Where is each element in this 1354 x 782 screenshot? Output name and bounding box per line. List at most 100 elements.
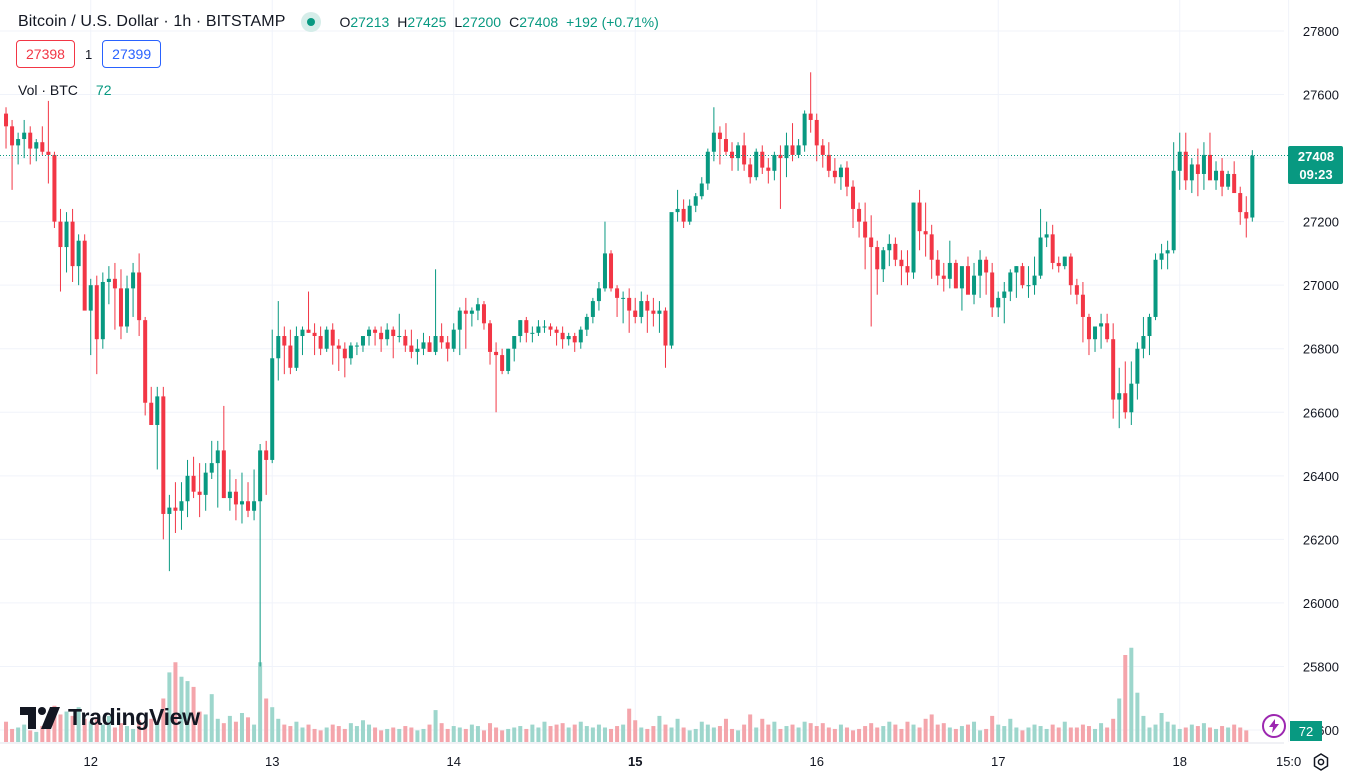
candle	[784, 132, 789, 178]
candle	[1183, 132, 1188, 190]
candle-body	[742, 145, 747, 165]
volume-bar	[814, 726, 819, 742]
candle	[282, 326, 287, 375]
candle-body	[137, 272, 142, 321]
candle-body	[415, 348, 420, 352]
candle-body	[1044, 234, 1049, 238]
candle-body	[481, 304, 486, 324]
high-value: 27425	[407, 14, 447, 30]
volume-legend[interactable]: Vol · BTC 72	[18, 82, 111, 98]
market-status-icon[interactable]	[301, 12, 322, 32]
candle-body	[1093, 326, 1098, 340]
candle-body	[149, 402, 154, 425]
volume-bar	[155, 721, 160, 742]
candle	[288, 329, 293, 375]
candle-body	[1099, 323, 1104, 327]
candle	[905, 250, 910, 286]
volume-bar	[784, 726, 789, 742]
close-label: C	[509, 14, 520, 30]
candle-body	[1171, 170, 1176, 251]
volume-bar	[1238, 727, 1243, 742]
candle-body	[494, 351, 499, 356]
low-value: 27200	[462, 14, 502, 30]
candle	[820, 139, 825, 168]
candle	[270, 329, 275, 464]
price-axis-label: 25800	[1303, 659, 1339, 674]
candle	[185, 459, 190, 518]
volume-bar	[506, 728, 511, 742]
price-axis-label: 26400	[1303, 469, 1339, 484]
candle	[869, 215, 874, 327]
candle	[1093, 326, 1098, 352]
candle-body	[796, 145, 801, 155]
candle	[149, 386, 154, 425]
lightning-icon[interactable]	[1262, 714, 1286, 738]
low-label: L	[454, 14, 463, 30]
candle-body	[106, 278, 111, 283]
candle	[475, 297, 480, 321]
candle	[609, 250, 614, 292]
buy-button[interactable]: 27399	[102, 40, 162, 68]
volume-bar	[935, 724, 940, 742]
volume-bar	[687, 730, 692, 742]
time-axis[interactable]: 12 13 14 15 16 17 18 15:0	[0, 742, 1301, 769]
candle-body	[360, 336, 365, 346]
volume-bar	[52, 705, 57, 742]
volume-bar	[40, 726, 45, 742]
grid-lines	[0, 0, 1290, 742]
candle	[88, 278, 93, 356]
candle	[46, 100, 51, 184]
price-axis[interactable]: 2780027600274002720027000268002660026400…	[1303, 24, 1339, 738]
candle-body	[929, 234, 934, 260]
candle-body	[46, 151, 51, 155]
candle	[203, 463, 208, 511]
volume-bar	[46, 723, 51, 742]
candle	[965, 256, 970, 295]
volume-bar	[1117, 698, 1122, 742]
candle	[131, 262, 136, 317]
symbol-title[interactable]: Bitcoin / U.S. Dollar · 1h · BITSTAMP	[18, 13, 286, 30]
price-change: +192 (+0.71%)	[566, 14, 659, 30]
volume-bar	[1189, 724, 1194, 742]
candle	[1099, 313, 1104, 349]
candle	[373, 326, 378, 346]
volume-bar	[1129, 647, 1134, 742]
candle-body	[312, 332, 317, 337]
volume-bar	[621, 724, 626, 742]
gear-icon[interactable]	[1310, 751, 1332, 773]
candle-body	[10, 126, 15, 146]
sell-button[interactable]: 27398	[16, 40, 75, 68]
candle	[857, 202, 862, 238]
candle-body	[778, 154, 783, 159]
candle-body	[82, 240, 87, 311]
candle-body	[488, 323, 493, 352]
candle-body	[475, 304, 480, 311]
candle	[832, 158, 837, 184]
candle	[161, 386, 166, 540]
candle-body	[16, 139, 21, 146]
candle	[899, 250, 904, 286]
candle	[802, 110, 807, 152]
candle	[348, 342, 353, 365]
tradingview-logo[interactable]: TradingView	[20, 704, 200, 731]
candle	[778, 145, 783, 209]
candle	[1032, 256, 1037, 295]
candle-body	[439, 336, 444, 343]
candle-body	[348, 345, 353, 359]
candle	[887, 234, 892, 267]
candle	[137, 253, 142, 337]
time-axis-label: 15:0	[1276, 754, 1301, 769]
candle	[717, 126, 722, 165]
candle-body	[40, 142, 45, 152]
time-axis-label: 18	[1172, 754, 1186, 769]
candle	[64, 212, 69, 273]
volume-bar	[584, 726, 589, 742]
candle	[681, 199, 686, 228]
candle	[542, 320, 547, 333]
candle	[106, 266, 111, 305]
candle-body	[1080, 294, 1085, 317]
price-axis-label: 27600	[1303, 88, 1339, 103]
gear-glyph	[1313, 753, 1329, 771]
candle-body	[1250, 155, 1255, 218]
